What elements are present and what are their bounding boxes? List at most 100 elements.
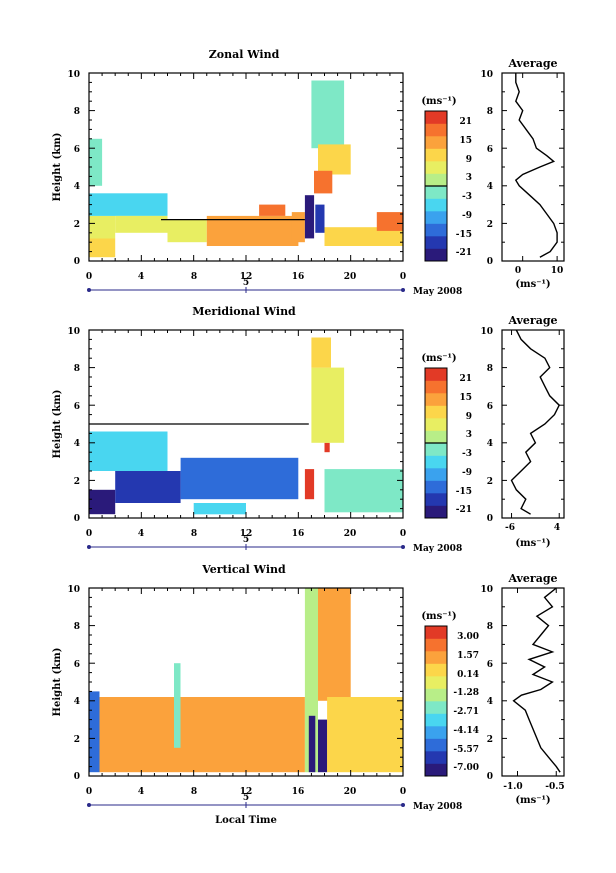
- y-tick-label: 10: [67, 327, 80, 337]
- heatmap-cell: [311, 367, 345, 443]
- heatmap-cell: [115, 215, 168, 233]
- average-profile: Average 0 2 4 6 8 10 -6 4 (ms⁻¹): [480, 314, 565, 549]
- colorbar-segment: [425, 763, 447, 777]
- colorbar-tick-label: 3: [466, 430, 472, 440]
- average-profile-series: [512, 587, 561, 773]
- colorbar-segment: [425, 430, 447, 444]
- average-x-label: (ms⁻¹): [515, 538, 550, 549]
- heatmap-cell: [308, 715, 316, 773]
- colorbar-tick-label: -4.14: [453, 726, 479, 736]
- y-tick-label: 10: [480, 70, 493, 80]
- colorbar-segment: [425, 211, 447, 224]
- colorbar-segment: [425, 148, 447, 162]
- average-x-tick-label: 10: [551, 266, 564, 276]
- colorbar-segment: [425, 493, 447, 506]
- colorbar-tick-labels: 21 15 9 3 -3 -9 -15 -21: [456, 117, 472, 258]
- day-label: 5: [243, 535, 249, 545]
- colorbar: (ms⁻¹) 21 15 9 3 -3 -9 -15 -21: [421, 353, 472, 519]
- average-x-label: (ms⁻¹): [515, 795, 550, 806]
- x-tick-label: 4: [138, 529, 144, 539]
- average-profile: Average 0 2 4 6 8 10 -1.0 -0.5 (ms⁻¹): [480, 572, 564, 806]
- heatmap-cell: [304, 469, 315, 500]
- y-tick-label: 10: [480, 327, 493, 337]
- heatmap-plot: [88, 587, 404, 777]
- colorbar-segment: [425, 173, 447, 187]
- colorbar-tick-label: 1.57: [457, 651, 479, 661]
- x-tick-label: 0: [86, 272, 92, 282]
- heatmap-cell: [193, 503, 246, 515]
- colorbar-tick-label: 15: [459, 393, 472, 403]
- heatmap-cell: [314, 170, 333, 194]
- x-tick-label: 16: [292, 787, 305, 797]
- colorbar-segment: [425, 701, 447, 714]
- y-axis-label: Height (km): [52, 390, 63, 459]
- colorbar-tick-label: -21: [456, 505, 472, 515]
- colorbar-tick-label: -15: [456, 230, 472, 240]
- colorbar-tick-label: -9: [462, 211, 472, 221]
- heatmap-cell: [315, 204, 325, 233]
- day-label: 5: [243, 278, 249, 288]
- heatmap-cell: [318, 144, 351, 175]
- x-tick-label: 0: [86, 787, 92, 797]
- x-tick-label: 0: [86, 529, 92, 539]
- y-tick-label: 4: [487, 697, 493, 707]
- y-tick-label: 10: [480, 585, 493, 595]
- y-tick-label: 8: [487, 622, 493, 632]
- colorbar-tick-label: -3: [462, 192, 472, 202]
- colorbar-segment: [425, 186, 447, 199]
- x-tick-label: 12: [240, 787, 253, 797]
- heatmap-cell: [324, 469, 403, 513]
- colorbar-segment: [425, 136, 447, 149]
- heatmap-cell: [89, 238, 116, 258]
- x-tick-label: 20: [344, 787, 357, 797]
- x-tick-label: 16: [292, 529, 305, 539]
- colorbar-tick-label: 15: [459, 136, 472, 146]
- date-label: May 2008: [413, 544, 462, 554]
- y-tick-label: 4: [74, 697, 80, 707]
- heatmap-cell: [167, 219, 207, 243]
- average-x-tick-label: 4: [554, 523, 560, 533]
- colorbar-tick-label: -2.71: [453, 707, 479, 717]
- date-label: May 2008: [413, 287, 462, 297]
- colorbar-segment: [425, 418, 447, 431]
- day-label: 5: [243, 793, 249, 803]
- y-tick-label: 8: [487, 364, 493, 374]
- panel-title: Zonal Wind: [209, 48, 280, 61]
- day-bar: 5 May 2008: [87, 278, 462, 297]
- x-tick-label: 0: [400, 529, 406, 539]
- y-tick-label: 4: [487, 182, 493, 192]
- average-x-tick-label: -0.5: [545, 782, 564, 792]
- y-tick-label: 6: [74, 660, 80, 670]
- average-profile-series: [514, 73, 558, 258]
- colorbar: (ms⁻¹) 21 15 9 3 -3 -9 -15 -21: [421, 96, 472, 262]
- average-x-tick-label: 0: [515, 266, 521, 276]
- y-tick-label: 2: [74, 735, 80, 745]
- heatmap-plot: [88, 72, 404, 262]
- x-tick-labels: 0 4 8 12 16 20 0: [86, 529, 406, 539]
- colorbar-segment: [425, 726, 447, 739]
- y-tick-label: 4: [487, 439, 493, 449]
- colorbar-tick-label: -21: [456, 248, 472, 258]
- colorbar-tick-label: -5.57: [453, 745, 479, 755]
- y-tick-labels: 0 2 4 6 8 10: [67, 585, 80, 782]
- colorbar-unit: (ms⁻¹): [421, 611, 456, 622]
- average-profile: Average 0 2 4 6 8 10 0 10 (ms⁻¹): [480, 57, 565, 290]
- colorbar-tick-label: -3: [462, 449, 472, 459]
- average-profile-series: [510, 329, 561, 515]
- colorbar-segment: [425, 638, 447, 652]
- average-x-tick-label: -6: [505, 523, 515, 533]
- colorbar-tick-label: -9: [462, 468, 472, 478]
- x-axis-label: Local Time: [215, 815, 277, 826]
- heatmap-cell: [115, 471, 181, 503]
- panel-meridional: Meridional Wind Height (km) 0 2 4 6 8 10…: [52, 305, 565, 554]
- y-tick-labels: 0 2 4 6 8 10: [67, 327, 80, 524]
- colorbar-segment: [425, 248, 447, 262]
- heatmap-cell: [206, 215, 299, 246]
- y-tick-label: 6: [487, 402, 493, 412]
- heatmap-cell: [324, 442, 330, 453]
- heatmap-cell: [259, 204, 286, 216]
- y-tick-label: 2: [487, 735, 493, 745]
- colorbar-tick-labels: 3.00 1.57 0.14 -1.28 -2.71 -4.14 -5.57 -…: [453, 632, 479, 773]
- colorbar-tick-label: 0.14: [457, 670, 479, 680]
